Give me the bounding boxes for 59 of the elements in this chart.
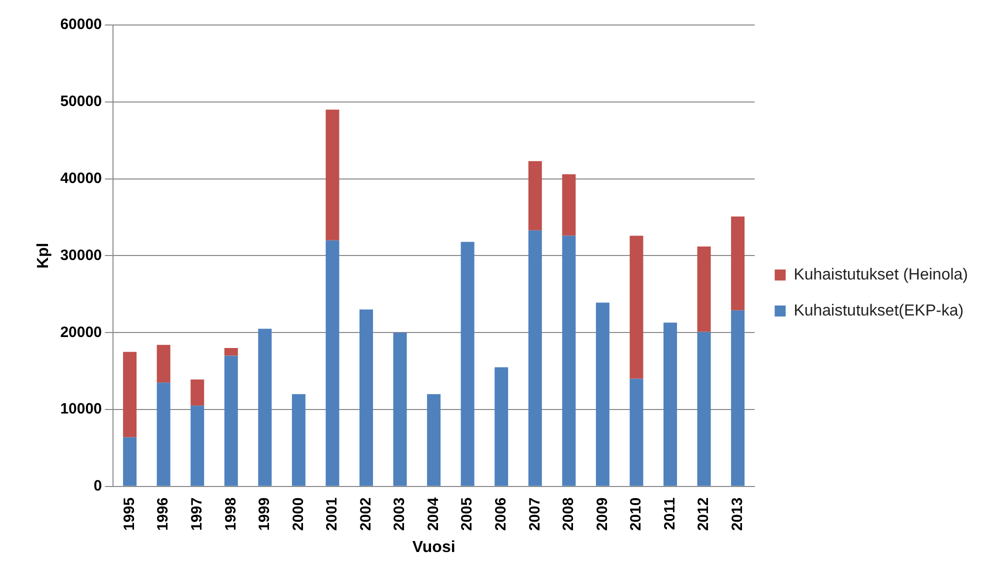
x-tick-label: 2001 [324,497,341,531]
y-tick-label: 10000 [60,400,102,418]
y-axis-title: Kpl [35,242,52,269]
bar [393,332,407,486]
y-tick-label: 30000 [60,246,102,264]
bar [731,216,745,310]
bar [258,328,272,486]
y-tick-label: 60000 [60,16,102,34]
bar [292,394,306,486]
x-tick-label: 1996 [154,497,172,531]
y-tick-label: 0 [94,478,102,495]
bar [123,437,137,486]
x-tick-label: 2006 [492,497,510,531]
x-tick-label: 1997 [188,497,206,531]
bar [528,230,542,486]
bar [562,174,576,236]
bar [562,236,576,486]
x-tick-label: 2005 [458,497,476,531]
bar [326,240,340,486]
bar [224,348,238,356]
bar [630,236,644,379]
bar [359,310,373,486]
x-tick-label: 2008 [560,497,578,531]
y-tick-label: 50000 [60,93,102,110]
x-tick-label: 2002 [357,497,374,531]
x-tick-label: 2009 [594,497,611,531]
x-tick-label: 2011 [661,497,678,530]
bar [494,367,508,486]
x-tick-label: 2004 [424,496,442,531]
x-tick-label: 2003 [391,497,408,531]
legend-label: Kuhaistutukset (Heinola) [794,266,968,284]
y-tick-label: 20000 [60,324,102,341]
x-tick-label: 2013 [728,497,746,531]
bar [224,356,238,486]
bar [731,310,745,486]
x-tick-label: 2007 [526,497,544,531]
y-tick-label: 40000 [60,170,102,187]
x-tick-label: 1999 [256,497,274,531]
x-axis-title: Vuosi [412,538,456,556]
x-tick-label: 1998 [222,497,240,531]
x-tick-label: 2012 [695,497,712,531]
x-tick-label: 2010 [628,497,645,531]
bar [630,378,644,486]
bar [596,302,610,486]
bar [123,352,137,438]
bar [697,332,711,486]
bar [427,394,441,486]
bar [697,246,711,332]
bar [528,161,542,230]
legend-label: Kuhaistutukset(EKP-ka) [794,302,964,320]
bar [460,242,474,486]
bar [190,380,204,406]
bar [663,322,677,486]
x-tick-label: 2000 [290,497,307,531]
x-tick-label: 1995 [120,497,138,531]
bar [156,382,170,486]
bar [156,344,170,383]
bar [326,110,340,240]
bar [190,406,204,486]
